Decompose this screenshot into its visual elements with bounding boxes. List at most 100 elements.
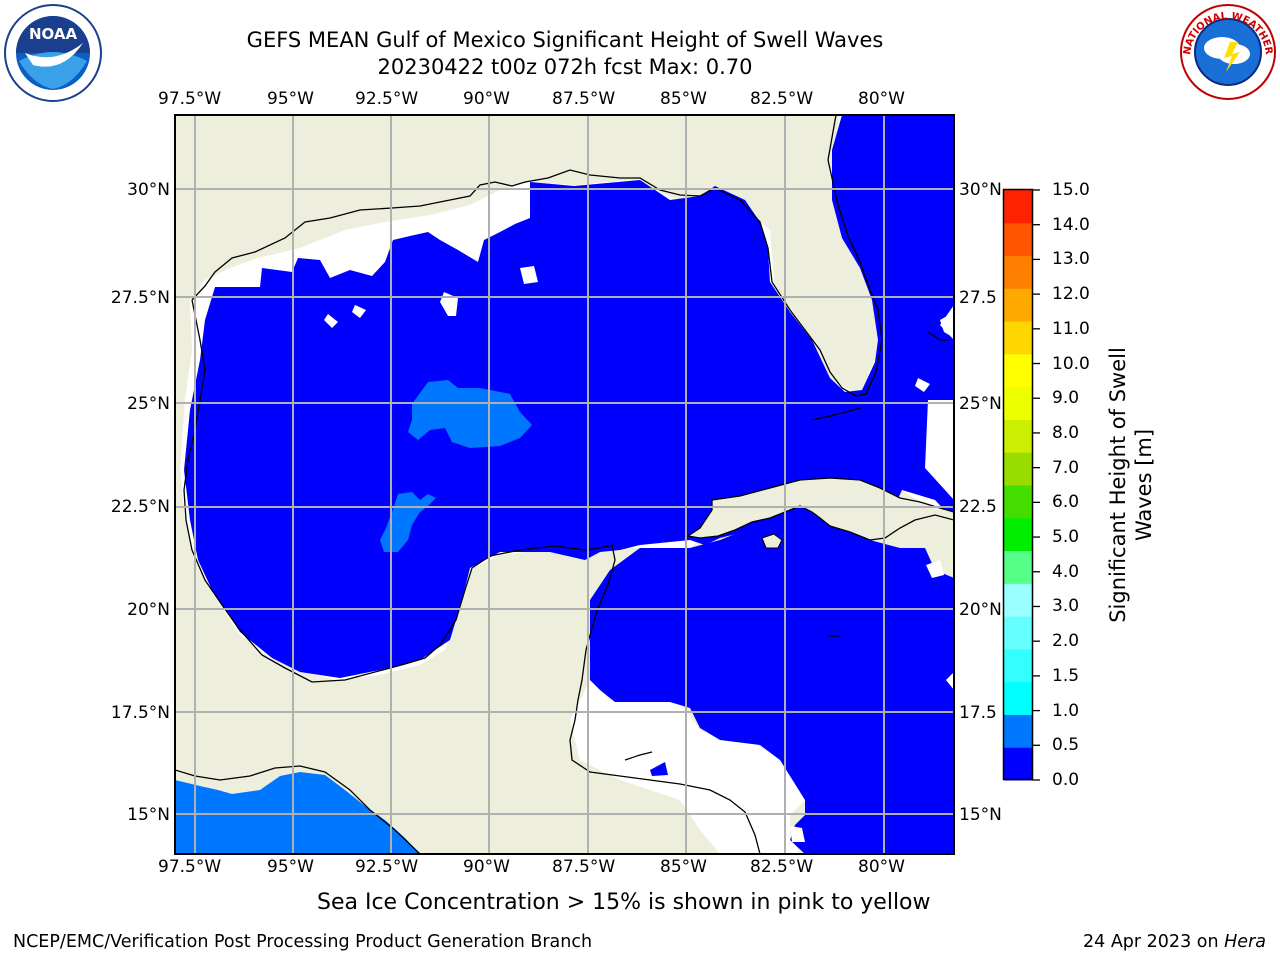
lat-label-left: 17.5°N bbox=[110, 703, 170, 723]
gulf-north-coastline bbox=[191, 169, 701, 301]
lon-label-bottom: 82.5°W bbox=[750, 857, 814, 877]
colorbar-label-line1: Significant Height of Swell bbox=[1106, 347, 1130, 623]
colorbar-cell bbox=[1004, 616, 1032, 650]
colorbar-cell bbox=[1004, 485, 1032, 519]
colorbar-tick-label: 6.0 bbox=[1052, 492, 1080, 513]
cuba-land bbox=[686, 477, 954, 541]
lon-label-top: 80°W bbox=[858, 89, 905, 109]
svg-text:NOAA: NOAA bbox=[29, 25, 78, 43]
keys-island bbox=[811, 407, 861, 421]
lat-label-right: 30°N bbox=[959, 180, 1002, 200]
noaa-logo: NOAA bbox=[3, 3, 103, 103]
colorbar-cell bbox=[1004, 190, 1032, 224]
no-data-spot bbox=[324, 314, 338, 328]
lat-label-right: 15°N bbox=[959, 805, 1002, 825]
colorbar-cell bbox=[1004, 583, 1032, 617]
colorbar-tick-label: 15.0 bbox=[1052, 180, 1090, 200]
no-data-spot bbox=[940, 312, 954, 338]
florida-coastline bbox=[699, 115, 883, 397]
colorbar-cell bbox=[1004, 288, 1032, 322]
lat-label-right: 22.5 bbox=[959, 497, 997, 517]
colorbar-tick-label: 5.0 bbox=[1052, 527, 1080, 548]
colorbar-tick-label: 10.0 bbox=[1052, 353, 1090, 374]
pacific-coastline bbox=[175, 765, 421, 854]
no-data-spot bbox=[520, 266, 538, 284]
lat-label-right: 25°N bbox=[959, 394, 1002, 414]
footer-host: Hera bbox=[1224, 932, 1266, 952]
nws-logo: NATIONAL WEATHER SERVICE bbox=[1174, 0, 1278, 102]
colorbar-cell bbox=[1004, 419, 1032, 453]
lon-label-bottom: 95°W bbox=[267, 857, 314, 877]
lon-label-bottom: 85°W bbox=[660, 857, 707, 877]
no-data-spot bbox=[352, 305, 366, 318]
colorbar-tick-label: 14.0 bbox=[1052, 214, 1090, 235]
isla-de-la-juventud bbox=[761, 533, 783, 549]
caribbean-no-data-area bbox=[570, 680, 805, 854]
colorbar-cell bbox=[1004, 255, 1032, 289]
lat-label-left: 22.5°N bbox=[110, 497, 170, 517]
no-data-spot bbox=[915, 378, 930, 392]
sea-ice-caption: Sea Ice Concentration > 15% is shown in … bbox=[317, 890, 931, 915]
lon-label-top: 85°W bbox=[660, 89, 707, 109]
lat-label-left: 15°N bbox=[127, 805, 170, 825]
lat-label-right: 17.5 bbox=[959, 703, 997, 723]
lon-label-bottom: 97.5°W bbox=[158, 857, 222, 877]
lon-label-top: 95°W bbox=[267, 89, 314, 109]
colorbar-cell bbox=[1004, 353, 1032, 388]
colorbar-tick-label: 0.5 bbox=[1052, 735, 1080, 756]
colorbar-cell bbox=[1004, 321, 1032, 355]
bahamas-island bbox=[927, 331, 950, 341]
lat-label-right: 27.5 bbox=[959, 288, 997, 308]
chart-title: GEFS MEAN Gulf of Mexico Significant Hei… bbox=[246, 28, 884, 52]
colorbar-tick-label: 11.0 bbox=[1052, 318, 1090, 339]
swell-band-0-0.5m bbox=[184, 115, 954, 678]
footer-timestamp: 24 Apr 2023 on Hera bbox=[1083, 932, 1266, 952]
colorbar-cell bbox=[1004, 648, 1032, 683]
colorbar-cell bbox=[1004, 550, 1032, 584]
lon-label-top: 82.5°W bbox=[750, 89, 814, 109]
map-frame bbox=[174, 114, 955, 855]
lon-label-top: 97.5°W bbox=[158, 89, 222, 109]
colorbar-tick-label: 9.0 bbox=[1052, 388, 1080, 409]
colorbar-cell bbox=[1004, 222, 1032, 257]
footer-credit: NCEP/EMC/Verification Post Processing Pr… bbox=[13, 932, 593, 952]
lon-label-bottom: 92.5°W bbox=[355, 857, 419, 877]
lon-label-bottom: 80°W bbox=[858, 857, 905, 877]
lat-label-right: 20°N bbox=[959, 600, 1002, 620]
colorbar-tick-label: 1.5 bbox=[1052, 665, 1080, 686]
lat-label-left: 30°N bbox=[127, 180, 170, 200]
colorbar-cell bbox=[1004, 681, 1032, 715]
colorbar-tick-label: 0.0 bbox=[1052, 770, 1080, 790]
colorbar-tick-label: 12.0 bbox=[1052, 284, 1090, 305]
swell-band-0-0.5m-caribbean bbox=[590, 505, 954, 854]
colorbar-tick-label: 8.0 bbox=[1052, 422, 1080, 443]
lon-label-bottom: 87.5°W bbox=[552, 857, 616, 877]
central-america-coastline bbox=[569, 699, 761, 854]
colorbar-tick-label: 13.0 bbox=[1052, 249, 1090, 270]
colorbar-tick-label: 2.0 bbox=[1052, 631, 1080, 652]
colorbar-cell bbox=[1004, 517, 1032, 552]
lat-label-left: 27.5°N bbox=[110, 288, 170, 308]
no-data-spot bbox=[926, 560, 944, 578]
colorbar-cell bbox=[1004, 714, 1032, 748]
colorbar-tick-label: 1.0 bbox=[1052, 700, 1080, 721]
chart-subtitle: 20230422 t00z 072h fcst Max: 0.70 bbox=[377, 55, 753, 79]
colorbar-cell bbox=[1004, 452, 1032, 486]
colorbar-cell bbox=[1004, 386, 1032, 420]
graticule bbox=[175, 115, 954, 854]
colorbar-tick-label: 7.0 bbox=[1052, 457, 1080, 478]
footer-date: 24 Apr 2023 on bbox=[1083, 932, 1225, 952]
swell-band-0-0.5m-bay-of-honduras bbox=[650, 762, 668, 776]
lon-label-bottom: 90°W bbox=[463, 857, 510, 877]
lon-label-top: 90°W bbox=[463, 89, 510, 109]
colorbar-tick-label: 4.0 bbox=[1052, 561, 1080, 582]
colorbar-tick-label: 3.0 bbox=[1052, 596, 1080, 617]
lon-label-top: 87.5°W bbox=[552, 89, 616, 109]
no-data-spot bbox=[790, 826, 805, 842]
bay-island bbox=[624, 751, 653, 761]
mexico-gulf-coastline bbox=[183, 299, 616, 701]
lat-label-left: 20°N bbox=[127, 600, 170, 620]
colorbar-cell bbox=[1004, 747, 1032, 781]
swell-band-0.5-1.0m-central-gulf bbox=[408, 380, 532, 448]
